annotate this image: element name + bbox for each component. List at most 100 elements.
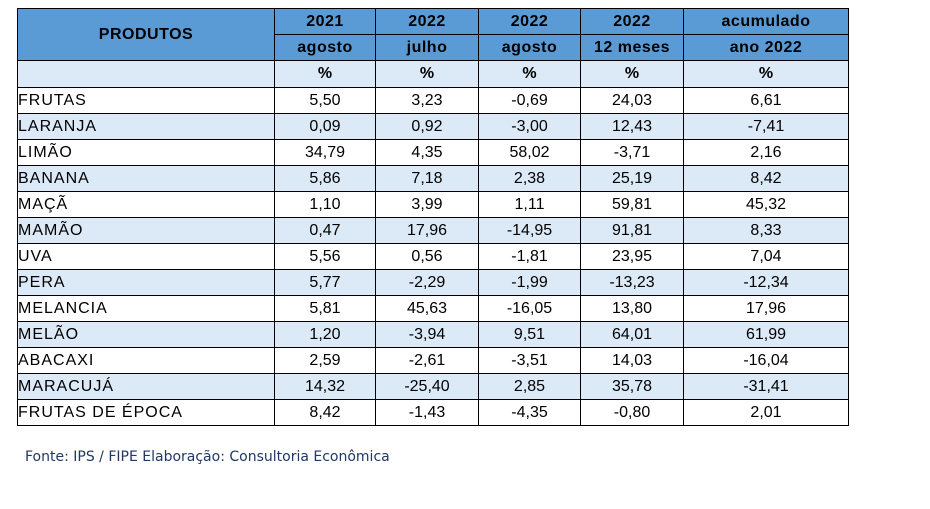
value-cell: 4,35 — [375, 139, 479, 166]
value-cell: -31,41 — [683, 373, 849, 400]
value-cell: 25,19 — [580, 165, 684, 192]
value-cell: 0,09 — [274, 113, 376, 140]
value-cell: 2,16 — [683, 139, 849, 166]
column-header-period: ano 2022 — [683, 34, 849, 61]
table-row: MAÇÃ 1,10 3,99 1,11 59,81 45,32 — [17, 191, 849, 218]
product-name-cell: PERA — [17, 269, 275, 296]
column-header-year: 2022 — [478, 8, 581, 35]
column-header-period: 12 meses — [580, 34, 684, 61]
product-name-cell: MAMÃO — [17, 217, 275, 244]
value-cell: 6,61 — [683, 87, 849, 114]
column-header-year: 2022 — [580, 8, 684, 35]
product-name-cell: MAÇÃ — [17, 191, 275, 218]
value-cell: 13,80 — [580, 295, 684, 322]
value-cell: 2,01 — [683, 399, 849, 426]
column-header-year: 2021 — [274, 8, 376, 35]
price-variation-table: PRODUTOS 2021 2022 2022 2022 acumulado a… — [17, 8, 849, 426]
value-cell: 3,23 — [375, 87, 479, 114]
unit-cell: % — [274, 60, 376, 88]
value-cell: 8,33 — [683, 217, 849, 244]
value-cell: -14,95 — [478, 217, 581, 244]
table-row: LARANJA 0,09 0,92 -3,00 12,43 -7,41 — [17, 113, 849, 140]
value-cell: 8,42 — [683, 165, 849, 192]
table-row: MAMÃO 0,47 17,96 -14,95 91,81 8,33 — [17, 217, 849, 244]
product-name-cell: BANANA — [17, 165, 275, 192]
value-cell: -1,43 — [375, 399, 479, 426]
value-cell: 61,99 — [683, 321, 849, 348]
unit-cell: % — [375, 60, 479, 88]
value-cell: 1,20 — [274, 321, 376, 348]
value-cell: 12,43 — [580, 113, 684, 140]
value-cell: -0,69 — [478, 87, 581, 114]
value-cell: 14,32 — [274, 373, 376, 400]
value-cell: 5,86 — [274, 165, 376, 192]
column-header-year: acumulado — [683, 8, 849, 35]
product-name-cell: MARACUJÁ — [17, 373, 275, 400]
unit-cell: % — [478, 60, 581, 88]
value-cell: 59,81 — [580, 191, 684, 218]
value-cell: 0,47 — [274, 217, 376, 244]
unit-cell: % — [683, 60, 849, 88]
value-cell: 58,02 — [478, 139, 581, 166]
value-cell: -16,04 — [683, 347, 849, 374]
product-name-cell: MELANCIA — [17, 295, 275, 322]
table-row: MARACUJÁ 14,32 -25,40 2,85 35,78 -31,41 — [17, 373, 849, 400]
value-cell: 8,42 — [274, 399, 376, 426]
unit-cell-empty — [17, 60, 275, 88]
table-row: MELÃO 1,20 -3,94 9,51 64,01 61,99 — [17, 321, 849, 348]
value-cell: 14,03 — [580, 347, 684, 374]
value-cell: 1,11 — [478, 191, 581, 218]
value-cell: -7,41 — [683, 113, 849, 140]
value-cell: -0,80 — [580, 399, 684, 426]
value-cell: -25,40 — [375, 373, 479, 400]
value-cell: 2,59 — [274, 347, 376, 374]
value-cell: -1,81 — [478, 243, 581, 270]
value-cell: -3,51 — [478, 347, 581, 374]
header-row-periods: agosto julho agosto 12 meses ano 2022 — [18, 34, 849, 61]
column-header-produtos: PRODUTOS — [17, 8, 275, 61]
table-row: BANANA 5,86 7,18 2,38 25,19 8,42 — [17, 165, 849, 192]
table-row: ABACAXI 2,59 -2,61 -3,51 14,03 -16,04 — [17, 347, 849, 374]
value-cell: 24,03 — [580, 87, 684, 114]
column-header-period: agosto — [478, 34, 581, 61]
table-row: FRUTAS DE ÉPOCA 8,42 -1,43 -4,35 -0,80 2,01 — [17, 399, 849, 426]
product-name-cell: LIMÃO — [17, 139, 275, 166]
value-cell: 17,96 — [683, 295, 849, 322]
value-cell: 2,38 — [478, 165, 581, 192]
table-row: LIMÃO 34,79 4,35 58,02 -3,71 2,16 — [17, 139, 849, 166]
product-name-cell: LARANJA — [17, 113, 275, 140]
value-cell: -1,99 — [478, 269, 581, 296]
value-cell: 7,18 — [375, 165, 479, 192]
value-cell: 2,85 — [478, 373, 581, 400]
value-cell: -12,34 — [683, 269, 849, 296]
value-cell: 7,04 — [683, 243, 849, 270]
value-cell: 0,92 — [375, 113, 479, 140]
table-row: MELANCIA 5,81 45,63 -16,05 13,80 17,96 — [17, 295, 849, 322]
value-cell: -2,61 — [375, 347, 479, 374]
value-cell: 0,56 — [375, 243, 479, 270]
value-cell: 45,63 — [375, 295, 479, 322]
value-cell: 35,78 — [580, 373, 684, 400]
source-note: Fonte: IPS / FIPE Elaboração: Consultori… — [25, 449, 390, 465]
table-body: PRODUTOS 2021 2022 2022 2022 acumulado a… — [17, 8, 849, 426]
value-cell: 23,95 — [580, 243, 684, 270]
unit-row: % % % % % — [17, 60, 849, 88]
table-row: UVA 5,56 0,56 -1,81 23,95 7,04 — [17, 243, 849, 270]
value-cell: 91,81 — [580, 217, 684, 244]
product-name-cell: FRUTAS — [17, 87, 275, 114]
value-cell: 17,96 — [375, 217, 479, 244]
table-row: FRUTAS 5,50 3,23 -0,69 24,03 6,61 — [17, 87, 849, 114]
value-cell: -4,35 — [478, 399, 581, 426]
product-name-cell: FRUTAS DE ÉPOCA — [17, 399, 275, 426]
value-cell: -13,23 — [580, 269, 684, 296]
value-cell: 5,50 — [274, 87, 376, 114]
value-cell: 5,77 — [274, 269, 376, 296]
table-row: PERA 5,77 -2,29 -1,99 -13,23 -12,34 — [17, 269, 849, 296]
value-cell: 5,56 — [274, 243, 376, 270]
column-header-year: 2022 — [375, 8, 479, 35]
value-cell: 5,81 — [274, 295, 376, 322]
unit-cell: % — [580, 60, 684, 88]
column-header-period: agosto — [274, 34, 376, 61]
value-cell: 34,79 — [274, 139, 376, 166]
value-cell: -2,29 — [375, 269, 479, 296]
